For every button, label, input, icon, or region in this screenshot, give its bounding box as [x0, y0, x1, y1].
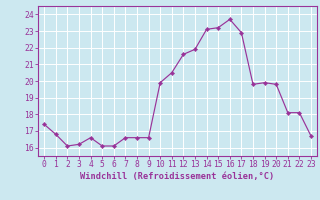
X-axis label: Windchill (Refroidissement éolien,°C): Windchill (Refroidissement éolien,°C) — [80, 172, 275, 181]
